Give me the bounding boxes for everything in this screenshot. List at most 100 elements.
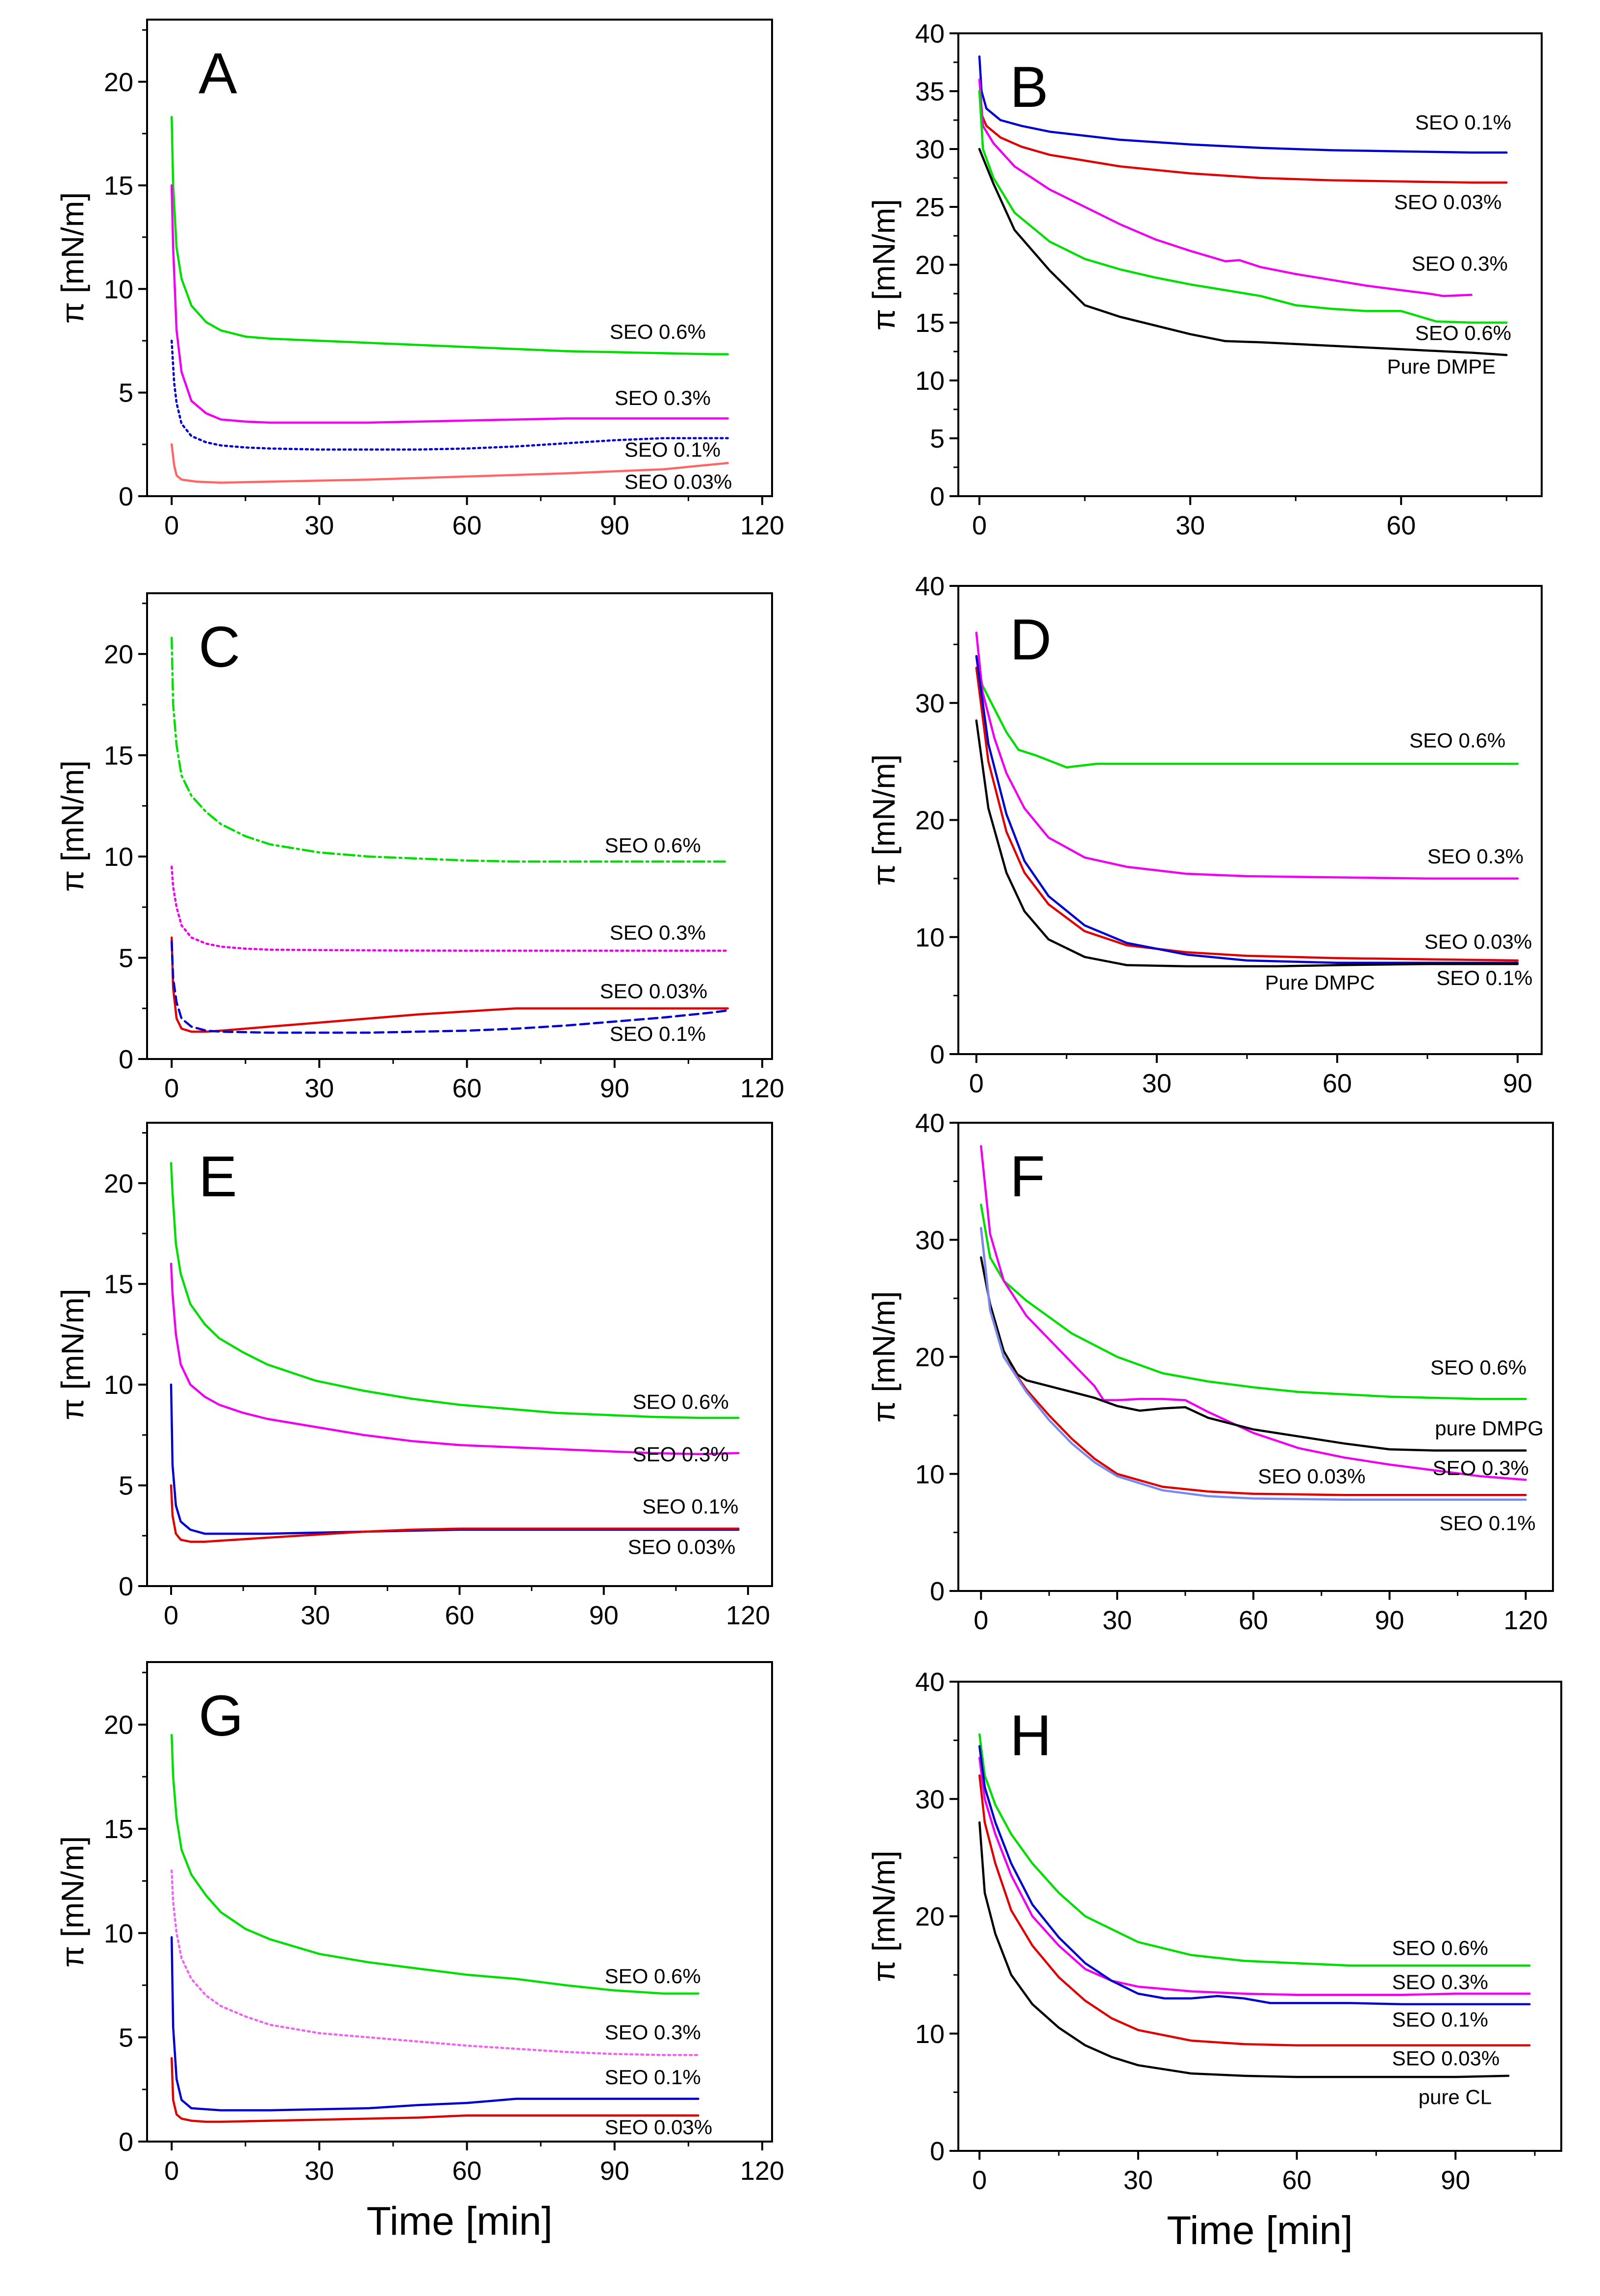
panel-f-series-label: SEO 0.3% <box>1433 1457 1529 1480</box>
panel-h-y-tick-label: 30 <box>915 1785 945 1814</box>
panel-d-series-label: Pure DMPC <box>1265 971 1375 994</box>
panel-c: 0 30 60 90 120 0 5 10 15 20 π [mN/m] C SEO 0.6% SEO 0… <box>55 592 784 1103</box>
panel-b-x-tick-label: 30 <box>1175 511 1205 540</box>
panel-c-y-tick-label: 15 <box>104 741 133 770</box>
panel-h-series-label: pure CL <box>1419 2085 1492 2108</box>
panel-b-x-tick-label: 60 <box>1386 511 1416 540</box>
panel-b-series-seo-0-03 <box>978 90 1508 184</box>
panel-b-y-tick-label: 35 <box>915 77 945 106</box>
panel-h-series-label: SEO 0.03% <box>1392 2046 1500 2069</box>
panel-a-y-tick-label: 20 <box>104 68 133 97</box>
panel-h-y-tick-label: 40 <box>915 1667 945 1697</box>
panel-b-series-label: Pure DMPE <box>1387 355 1496 378</box>
panel-d: 0 30 60 90 0 10 20 30 40 π [mN/m] D SEO 0.6% SEO 0.3… <box>866 572 1543 1098</box>
panel-f-x-tick-label: 30 <box>1102 1606 1132 1635</box>
panel-b-y-tick-label: 0 <box>930 482 945 511</box>
panel-e-series-seo-0-6 <box>170 1161 740 1419</box>
panel-e-series-label: SEO 0.1% <box>642 1495 738 1518</box>
panel-a-y-tick-label: 0 <box>119 482 133 511</box>
panel-h-title: H <box>1010 1703 1051 1768</box>
panel-c-series-seo-0-3 <box>170 865 729 952</box>
panel-d-series-seo-0-03 <box>975 666 1519 962</box>
panel-f-x-tick-label: 90 <box>1375 1606 1404 1635</box>
panel-a-x-tick-label: 30 <box>304 511 334 540</box>
panel-g-x-tick-label: 30 <box>304 2156 334 2186</box>
panel-g-series-seo-0-1 <box>170 1936 700 2112</box>
panel-e: 0 30 60 90 120 0 5 10 15 20 π [mN/m] E SEO 0.6% SEO 0… <box>55 1122 773 1630</box>
panel-g-x-tick-label: 0 <box>164 2156 179 2186</box>
panel-d-x-tick-label: 60 <box>1323 1069 1352 1098</box>
panel-d-y-axis-label: π [mN/m] <box>866 754 901 885</box>
panel-h-series-pure-cl <box>978 1821 1510 2078</box>
panel-b-y-tick-label: 25 <box>915 193 945 222</box>
panel-d-series-seo-0-3 <box>975 631 1519 880</box>
panel-b-y-tick-label: 10 <box>915 366 945 396</box>
panel-f-title: F <box>1010 1144 1045 1209</box>
panel-h-series-label: SEO 0.3% <box>1392 1970 1488 1993</box>
panel-f-y-tick-label: 30 <box>915 1226 945 1255</box>
panel-d-x-tick-label: 0 <box>969 1069 984 1098</box>
panel-b-y-axis-label: π [mN/m] <box>866 199 901 330</box>
panel-c-series-seo-0-1 <box>170 940 729 1034</box>
panel-g-series-label: SEO 0.1% <box>605 2066 701 2089</box>
panel-b-series-label: SEO 0.1% <box>1415 111 1511 134</box>
panel-g-x-tick-label: 90 <box>600 2156 629 2186</box>
panel-e-series-label: SEO 0.3% <box>633 1442 729 1465</box>
panel-e-title: E <box>199 1144 237 1209</box>
panel-g-x-axis-label: Time [min] <box>367 2199 553 2244</box>
panel-e-y-tick-label: 20 <box>104 1169 133 1198</box>
panel-a-series-seo-0-1 <box>170 339 729 451</box>
panel-g-series-label: SEO 0.3% <box>605 2021 701 2044</box>
panel-g-series-seo-0-03 <box>170 2057 700 2123</box>
panel-c-series-seo-0-6 <box>170 636 729 863</box>
panel-d-series-pure-dmpc <box>975 719 1519 968</box>
panel-g-y-tick-label: 5 <box>119 2023 133 2052</box>
panel-b-series-seo-0-6 <box>978 90 1508 324</box>
panel-g-series-seo-0-3 <box>170 1869 700 2056</box>
panel-f-series-pure-dmpg <box>980 1256 1527 1452</box>
panel-c-series-seo-0-03 <box>170 936 729 1033</box>
panel-f-series-seo-0-3 <box>980 1145 1527 1481</box>
panel-h-series-label: SEO 0.1% <box>1392 2008 1488 2031</box>
panel-a-series-seo-0-6 <box>170 116 729 355</box>
panel-b-y-tick-label: 40 <box>915 19 945 49</box>
panel-e-x-tick-label: 30 <box>300 1601 330 1630</box>
panel-h-x-tick-label: 60 <box>1282 2166 1311 2195</box>
panel-d-series-seo-0-6 <box>975 655 1519 769</box>
panel-h-x-tick-label: 90 <box>1441 2166 1470 2195</box>
panel-e-series-seo-0-3 <box>170 1262 740 1456</box>
panel-c-x-tick-label: 0 <box>164 1074 179 1103</box>
panel-a-series-label: SEO 0.3% <box>615 386 711 409</box>
panel-e-y-tick-label: 5 <box>119 1471 133 1501</box>
panel-a-series-label: SEO 0.03% <box>625 470 732 493</box>
panel-e-y-tick-label: 10 <box>104 1370 133 1400</box>
panel-b-series-seo-0-3 <box>978 78 1473 297</box>
panel-a-y-tick-label: 15 <box>104 171 133 201</box>
panel-c-x-tick-label: 60 <box>452 1074 482 1103</box>
panel-c-y-tick-label: 5 <box>119 943 133 973</box>
panel-b-series-label: SEO 0.3% <box>1412 252 1508 275</box>
panel-c-x-tick-label: 90 <box>600 1074 629 1103</box>
panel-e-x-tick-label: 120 <box>726 1601 770 1630</box>
panel-e-y-axis-label: π [mN/m] <box>55 1288 90 1420</box>
panel-h-x-tick-label: 0 <box>972 2166 987 2195</box>
panel-c-y-tick-label: 20 <box>104 640 133 669</box>
panel-d-series-label: SEO 0.6% <box>1409 729 1505 752</box>
panel-e-y-tick-label: 15 <box>104 1270 133 1299</box>
panel-d-y-tick-label: 40 <box>915 572 945 601</box>
panel-a-title: A <box>199 41 237 106</box>
panel-g-x-tick-label: 120 <box>740 2156 784 2186</box>
panel-a-series-seo-0-3 <box>170 184 729 424</box>
panel-a-frame <box>146 19 773 497</box>
panel-g-y-tick-label: 15 <box>104 1815 133 1844</box>
panel-d-x-tick-label: 30 <box>1142 1069 1172 1098</box>
panel-h-y-tick-label: 0 <box>930 2137 945 2166</box>
panel-h-series-seo-0-03 <box>978 1774 1531 2046</box>
panel-h-series-seo-0-6 <box>978 1733 1531 1967</box>
panel-g-series-label: SEO 0.03% <box>605 2116 712 2139</box>
panel-e-y-tick-label: 0 <box>119 1572 133 1601</box>
panel-h-series-label: SEO 0.6% <box>1392 1936 1488 1959</box>
panel-h-series-seo-0-3 <box>978 1757 1531 1996</box>
panel-f-x-tick-label: 120 <box>1503 1606 1548 1635</box>
panel-a-x-tick-label: 90 <box>600 511 629 540</box>
